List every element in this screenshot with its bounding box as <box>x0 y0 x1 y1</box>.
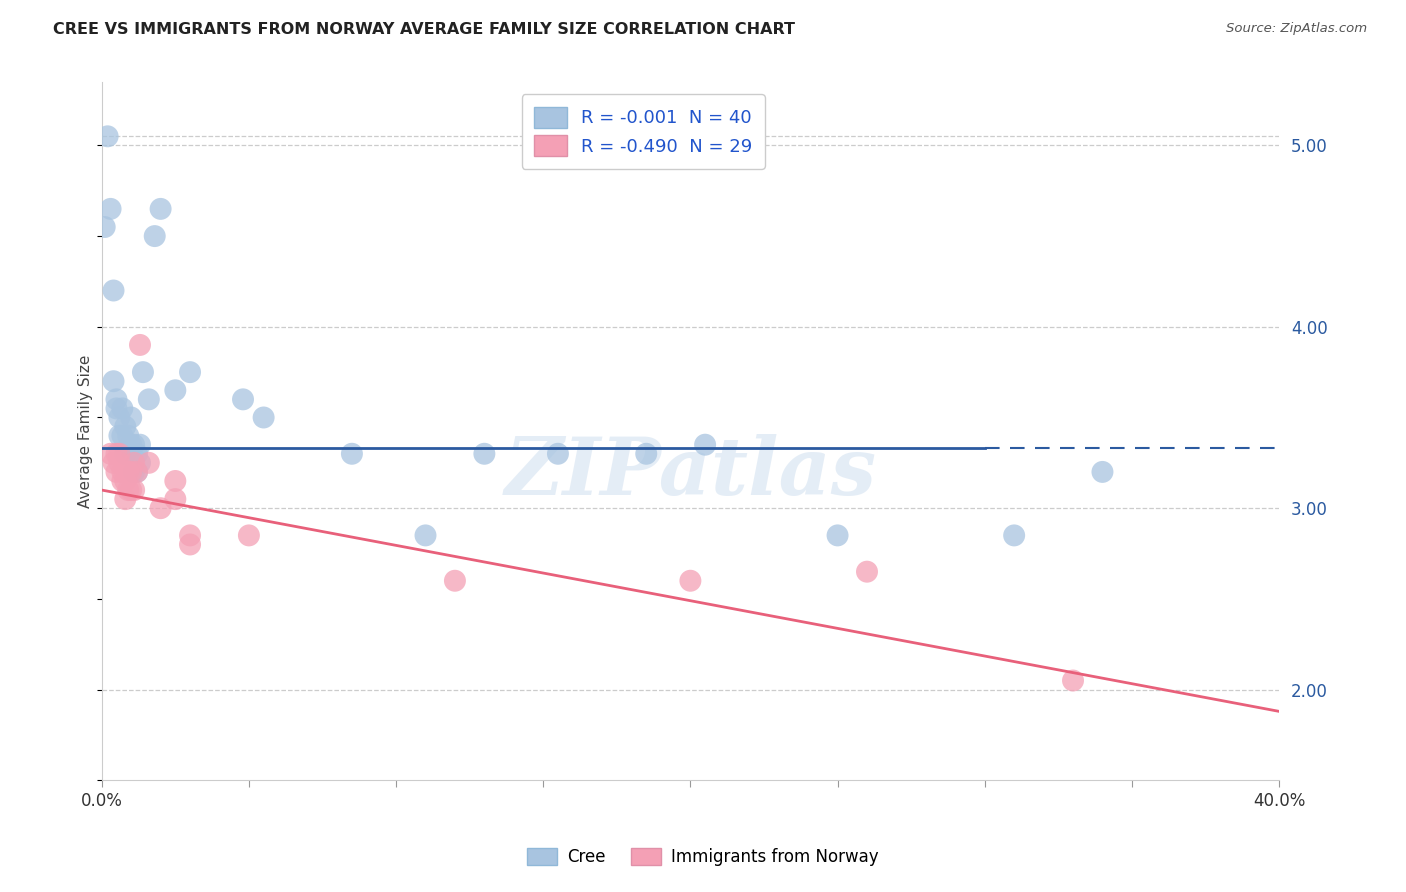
Point <box>103 284 125 298</box>
Point <box>108 428 131 442</box>
Point <box>114 474 136 488</box>
Point <box>1062 673 1084 688</box>
Text: CREE VS IMMIGRANTS FROM NORWAY AVERAGE FAMILY SIZE CORRELATION CHART: CREE VS IMMIGRANTS FROM NORWAY AVERAGE F… <box>53 22 796 37</box>
Point <box>547 447 569 461</box>
Point <box>105 401 128 416</box>
Point <box>103 456 125 470</box>
Point <box>340 447 363 461</box>
Point <box>129 338 152 352</box>
Point <box>636 447 658 461</box>
Text: Source: ZipAtlas.com: Source: ZipAtlas.com <box>1226 22 1367 36</box>
Point <box>125 465 148 479</box>
Point <box>138 456 160 470</box>
Point <box>120 438 142 452</box>
Point <box>165 384 187 398</box>
Point <box>117 447 139 461</box>
Point <box>679 574 702 588</box>
Point <box>114 447 136 461</box>
Point <box>444 574 467 588</box>
Point <box>415 528 437 542</box>
Point <box>252 410 274 425</box>
Point <box>125 465 148 479</box>
Point <box>827 528 849 542</box>
Point <box>165 474 187 488</box>
Point <box>114 492 136 507</box>
Point <box>111 401 134 416</box>
Point <box>1002 528 1025 542</box>
Point <box>179 537 201 551</box>
Point <box>100 447 122 461</box>
Point <box>105 392 128 407</box>
Point <box>111 465 134 479</box>
Point <box>100 202 122 216</box>
Point <box>856 565 879 579</box>
Point <box>111 428 134 442</box>
Point <box>120 465 142 479</box>
Text: ZIPatlas: ZIPatlas <box>505 434 876 512</box>
Point <box>129 438 152 452</box>
Point <box>122 465 145 479</box>
Point <box>179 528 201 542</box>
Point <box>695 438 717 452</box>
Point <box>108 447 131 461</box>
Point <box>129 456 152 470</box>
Point <box>474 447 496 461</box>
Point <box>93 220 115 235</box>
Point <box>105 465 128 479</box>
Y-axis label: Average Family Size: Average Family Size <box>79 354 93 508</box>
Point <box>122 456 145 470</box>
Point <box>108 456 131 470</box>
Point <box>103 374 125 388</box>
Point <box>232 392 254 407</box>
Legend: Cree, Immigrants from Norway: Cree, Immigrants from Norway <box>520 841 886 873</box>
Point <box>122 438 145 452</box>
Point <box>125 447 148 461</box>
Legend: R = -0.001  N = 40, R = -0.490  N = 29: R = -0.001 N = 40, R = -0.490 N = 29 <box>522 95 765 169</box>
Point <box>132 365 155 379</box>
Point <box>120 410 142 425</box>
Point <box>143 229 166 244</box>
Point <box>138 392 160 407</box>
Point <box>149 501 172 516</box>
Point <box>97 129 120 144</box>
Point <box>238 528 260 542</box>
Point <box>108 410 131 425</box>
Point <box>120 483 142 497</box>
Point <box>117 483 139 497</box>
Point <box>165 492 187 507</box>
Point <box>117 465 139 479</box>
Point <box>111 474 134 488</box>
Point <box>122 483 145 497</box>
Point <box>105 447 128 461</box>
Point <box>114 419 136 434</box>
Point <box>1091 465 1114 479</box>
Point <box>117 428 139 442</box>
Point <box>149 202 172 216</box>
Point <box>179 365 201 379</box>
